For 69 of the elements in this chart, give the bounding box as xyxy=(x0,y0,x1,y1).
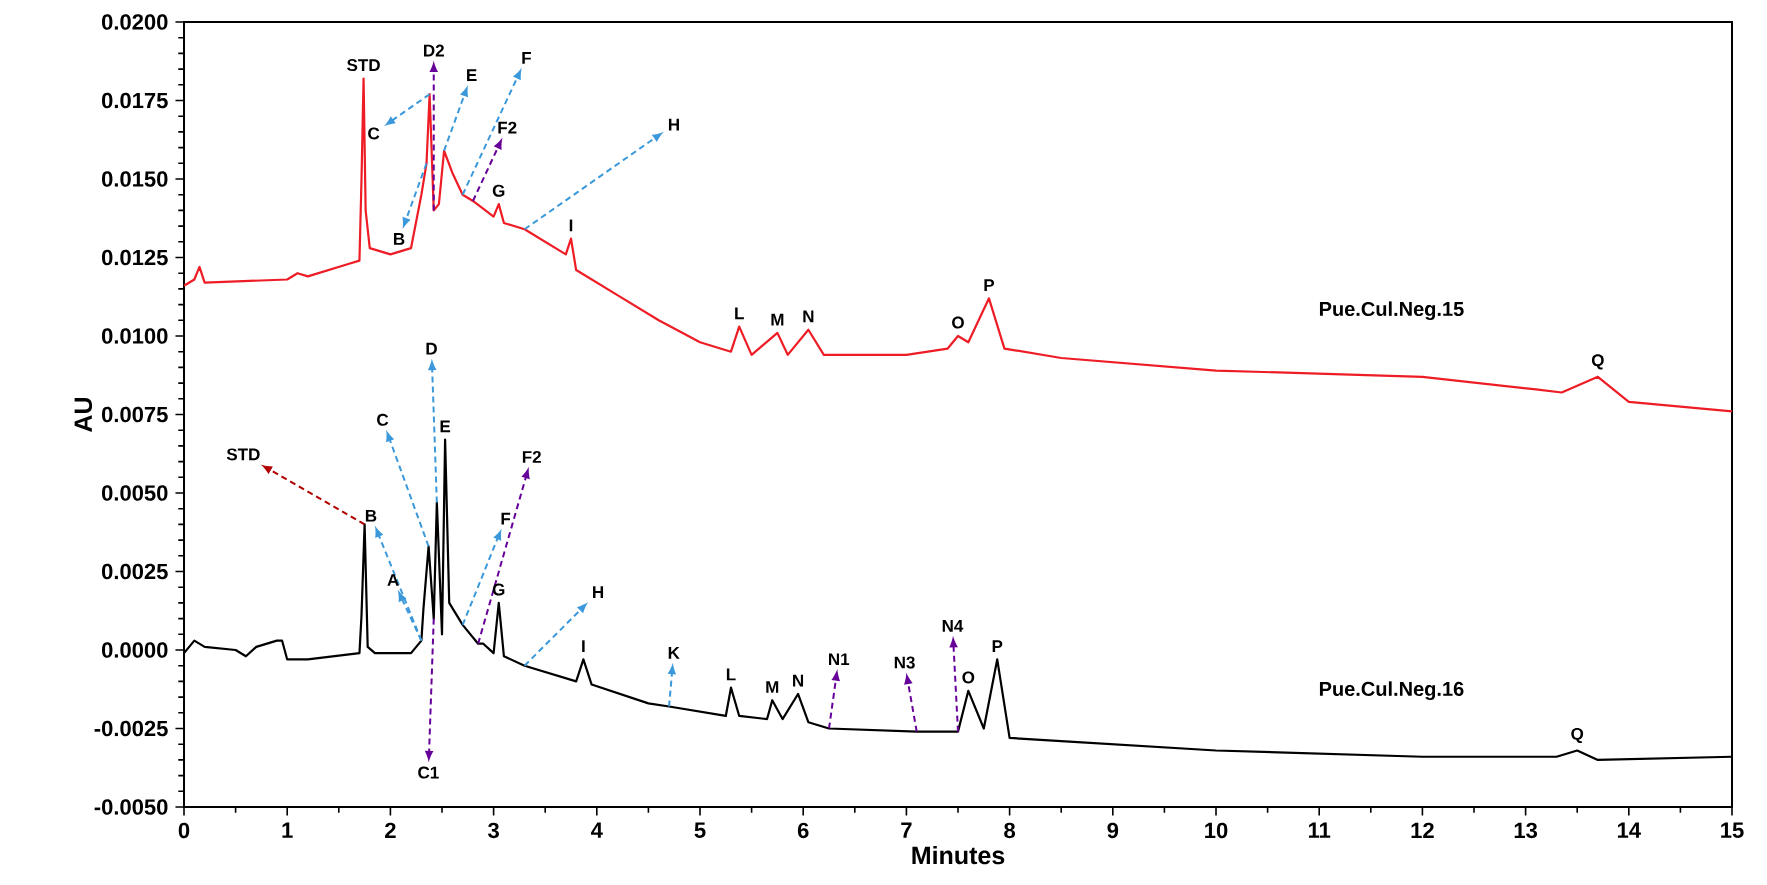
annotation: D2 xyxy=(424,44,444,57)
annotation: P xyxy=(984,279,995,291)
y-tick-label: 0.0200 xyxy=(101,14,168,30)
annotation: B xyxy=(393,233,405,245)
annotation: I xyxy=(582,640,585,653)
annotation: L xyxy=(735,307,744,320)
annotation: M xyxy=(771,313,784,326)
x-tick-label: 5 xyxy=(694,822,706,838)
x-tick-label: 11 xyxy=(1308,822,1331,838)
annotation: N4 xyxy=(942,620,964,632)
annotation: Q xyxy=(1571,727,1584,744)
text: Pue.Cul.Neg.16 xyxy=(1319,681,1464,701)
annotation: N xyxy=(793,674,804,687)
x-tick-label: 14 xyxy=(1617,822,1641,838)
y-tick-label: 0.0050 xyxy=(101,485,168,501)
annotation: P xyxy=(992,640,1003,653)
annotation: D xyxy=(426,342,437,355)
annotation: B xyxy=(365,509,377,522)
annotation: C xyxy=(368,127,380,140)
x-tick-label: 9 xyxy=(1107,822,1119,839)
annotation: Q xyxy=(1591,354,1604,370)
x-tick-label: 7 xyxy=(901,822,912,838)
annotation: O xyxy=(962,671,975,684)
annotation: I xyxy=(569,219,573,232)
y-tick-label: 0.0100 xyxy=(101,328,168,344)
y-tick-label: -0.0025 xyxy=(94,720,168,737)
x-tick-label: 8 xyxy=(1004,822,1016,839)
annotation: N1 xyxy=(829,653,850,666)
annotation: O xyxy=(952,316,964,329)
annotation: H xyxy=(593,586,604,599)
annotation: M xyxy=(766,681,779,693)
y-tick-label: 0.0150 xyxy=(101,171,168,187)
annotation: F xyxy=(501,512,511,525)
annotation: C xyxy=(377,413,389,426)
annotation: E xyxy=(467,69,477,81)
y-tick-label: 0.0125 xyxy=(101,249,168,266)
annotation: N3 xyxy=(894,656,915,669)
x-axis-title: Minutes xyxy=(912,845,1005,865)
annotation: E xyxy=(440,420,451,433)
y-tick-label: -0.0050 xyxy=(94,799,168,815)
y-tick-label: 0.0175 xyxy=(101,92,168,109)
y-tick-label: 0.0075 xyxy=(101,406,168,423)
y-axis-title: AU xyxy=(74,397,93,432)
x-tick-label: 13 xyxy=(1514,822,1538,839)
annotation: F xyxy=(522,52,531,64)
x-tick-label: 1 xyxy=(282,822,293,838)
annotation: K xyxy=(668,646,680,659)
annotation: F2 xyxy=(498,121,517,134)
x-tick-label: 2 xyxy=(385,822,396,838)
x-tick-label: 0 xyxy=(178,822,190,839)
x-tick-label: 3 xyxy=(487,822,499,839)
y-tick-label: 0.0000 xyxy=(101,642,168,658)
annotation: L xyxy=(726,668,736,681)
text: Pue.Cul.Neg.15 xyxy=(1319,301,1464,321)
annotation: C1 xyxy=(418,766,439,779)
annotation: STD xyxy=(347,59,380,72)
x-tick-label: 15 xyxy=(1721,822,1744,838)
annotation: N xyxy=(803,310,814,323)
x-tick-label: 4 xyxy=(591,822,603,838)
x-tick-label: 6 xyxy=(797,822,809,839)
annotation: F2 xyxy=(522,450,541,463)
annotation: STD xyxy=(226,448,260,461)
annotation: A xyxy=(387,574,399,586)
x-tick-label: 12 xyxy=(1411,822,1434,838)
annotation: G xyxy=(492,583,505,596)
x-tick-label: 10 xyxy=(1205,822,1228,839)
annotation: G xyxy=(492,184,505,197)
y-tick-label: 0.0025 xyxy=(101,563,168,580)
annotation: H xyxy=(668,118,679,131)
